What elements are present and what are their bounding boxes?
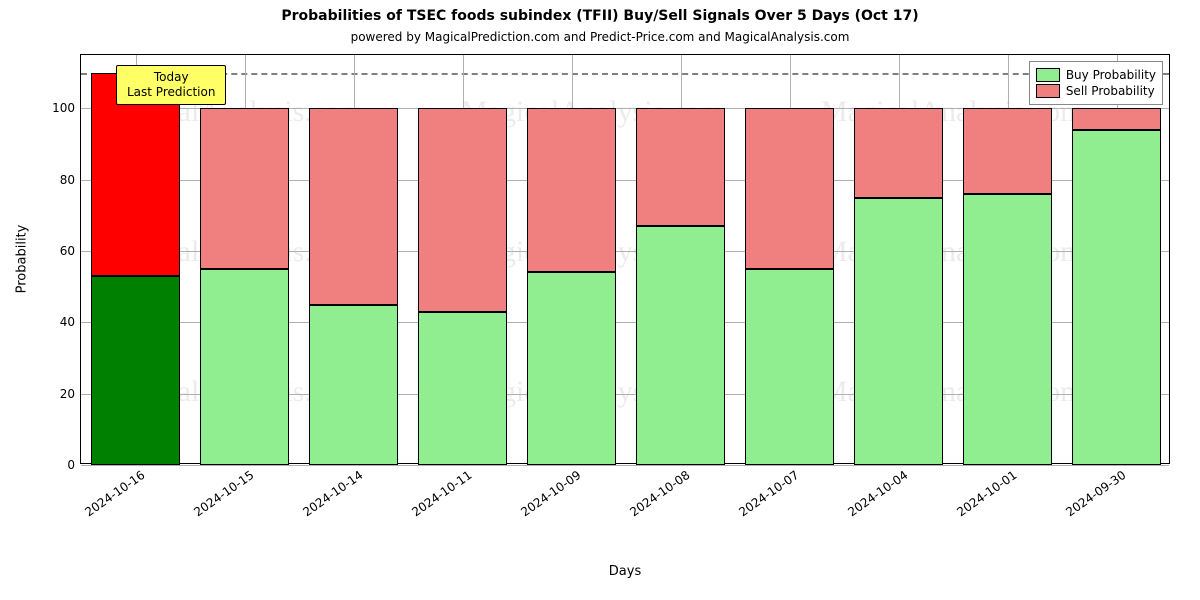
y-tick-label: 100: [52, 101, 81, 115]
x-tick-label: 2024-10-01: [950, 463, 1019, 519]
bar-buy: [527, 272, 616, 465]
chart-subtitle: powered by MagicalPrediction.com and Pre…: [0, 30, 1200, 44]
bar-sell: [1072, 108, 1161, 129]
bar-buy: [200, 269, 289, 465]
legend: Buy Probability Sell Probability: [1029, 61, 1163, 105]
y-tick-label: 40: [60, 315, 81, 329]
y-tick-label: 60: [60, 244, 81, 258]
bar-buy: [309, 305, 398, 465]
bar-buy: [745, 269, 834, 465]
y-axis-label: Probability: [15, 225, 30, 294]
bar-sell: [527, 108, 616, 272]
bar-sell: [200, 108, 289, 268]
legend-swatch: [1036, 68, 1060, 82]
y-tick-label: 20: [60, 387, 81, 401]
bar-buy: [636, 226, 725, 465]
bar-sell: [745, 108, 834, 268]
y-tick-label: 80: [60, 173, 81, 187]
today-callout: TodayLast Prediction: [116, 65, 226, 105]
bar-sell: [854, 108, 943, 197]
x-tick-label: 2024-10-08: [623, 463, 692, 519]
today-callout-line: Today: [127, 70, 215, 85]
x-tick-label: 2024-10-11: [405, 463, 474, 519]
x-tick-label: 2024-10-04: [841, 463, 910, 519]
bar-sell: [418, 108, 507, 311]
figure: Probabilities of TSEC foods subindex (TF…: [0, 0, 1200, 600]
plot-area: MagicalAnalysis.comMagicalAnalysis.comMa…: [80, 54, 1170, 464]
x-tick-label: 2024-10-07: [732, 463, 801, 519]
bar-sell: [309, 108, 398, 304]
legend-item: Buy Probability: [1036, 68, 1156, 82]
bar-sell: [963, 108, 1052, 194]
legend-swatch: [1036, 84, 1060, 98]
x-tick-label: 2024-10-14: [296, 463, 365, 519]
today-callout-line: Last Prediction: [127, 85, 215, 100]
y-tick-label: 0: [67, 458, 81, 472]
bar-sell: [636, 108, 725, 226]
bar-buy: [963, 194, 1052, 465]
bar-buy: [91, 276, 180, 465]
bar-buy: [854, 198, 943, 465]
legend-item: Sell Probability: [1036, 84, 1156, 98]
bar-buy: [418, 312, 507, 465]
chart-title: Probabilities of TSEC foods subindex (TF…: [0, 8, 1200, 24]
x-axis-label: Days: [609, 564, 641, 579]
legend-label: Buy Probability: [1066, 68, 1156, 82]
bar-buy: [1072, 130, 1161, 465]
x-tick-label: 2024-10-15: [187, 463, 256, 519]
legend-label: Sell Probability: [1066, 84, 1155, 98]
x-tick-label: 2024-10-16: [78, 463, 147, 519]
x-tick-label: 2024-10-09: [514, 463, 583, 519]
x-tick-label: 2024-09-30: [1059, 463, 1128, 519]
